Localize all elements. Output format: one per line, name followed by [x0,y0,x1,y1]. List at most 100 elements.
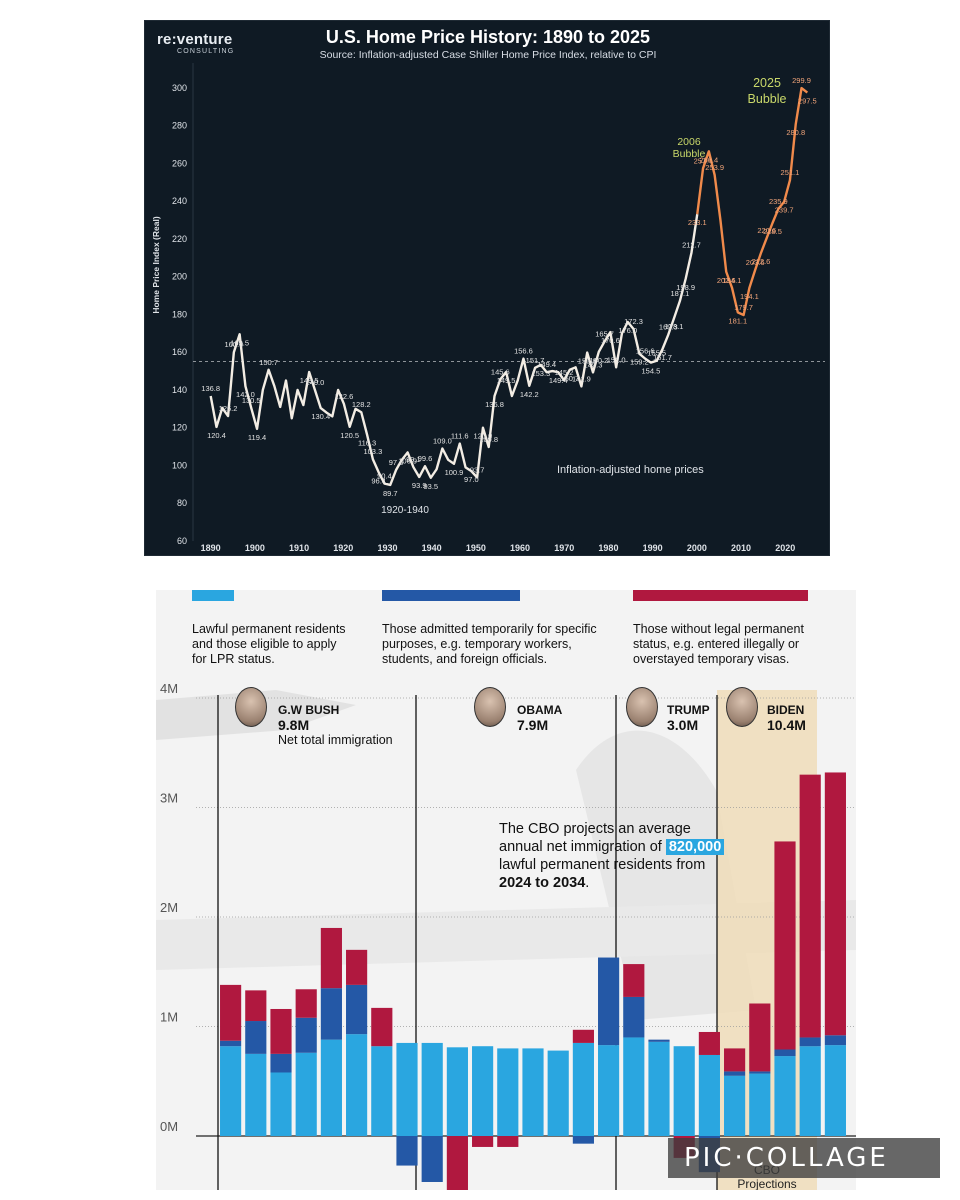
y-tick-label: 220 [172,234,187,244]
data-label: 198.9 [676,283,695,292]
bar-segment-lpr [421,1042,443,1136]
bar-segment-lpr [472,1046,494,1136]
data-label: 160.0 [224,340,243,349]
lpr-legend-bar [192,590,234,601]
data-label: 109.8 [479,435,498,444]
y-tick-label: 300 [172,83,187,93]
data-label: 172.3 [624,317,643,326]
x-tick-label: 1980 [598,543,618,553]
bar-segment-other-foreign-national [698,1031,720,1055]
bar-segment-nonimmigrant [346,984,368,1035]
data-label: 119.4 [248,433,266,442]
bar-segment-other-foreign-national [572,1029,594,1043]
bar-segment-lpr [270,1072,292,1136]
trump-portrait [626,687,658,727]
bar-segment-nonimmigrant [623,996,645,1038]
bar-segment-lpr [598,1045,620,1136]
data-label: 96.4 [371,476,386,485]
data-label: 170.6 [601,336,620,345]
y-tick-label: 0M [160,1119,178,1134]
data-label: 169.3 [659,323,678,332]
y-tick-label: 2M [160,900,178,915]
bush-portrait [235,687,267,727]
data-label: 239.7 [775,206,794,215]
data-label: 99.1 [406,455,421,464]
obama-portrait [474,687,506,727]
data-label: 140.0 [306,378,325,387]
bar-segment-other-foreign-national [245,990,267,1022]
bar-segment-lpr [547,1050,569,1136]
data-label: 120.5 [340,431,359,440]
bar-segment-nonimmigrant [749,1071,771,1074]
data-label: 153.3 [531,369,550,378]
bar-segment-nonimmigrant [295,1017,317,1053]
bar-segment-lpr [497,1048,519,1136]
data-label: 266.4 [699,155,718,164]
data-label: 257.4 [694,156,713,165]
data-label: 203.6 [746,258,765,267]
data-label: 93.9 [412,481,427,490]
x-tick-label: 1890 [201,543,221,553]
bar-segment-other-foreign-national [320,927,342,989]
y-tick-label: 280 [172,121,187,131]
x-tick-label: 1970 [554,543,574,553]
data-label: 253.9 [705,163,724,172]
bar-segment-other-foreign-national [346,949,368,985]
bar-segment-other-foreign-national [446,1136,468,1190]
bar-segment-lpr [320,1039,342,1136]
data-label: 141.9 [572,374,591,383]
bar-segment-nonimmigrant [320,988,342,1040]
bar-segment-nonimmigrant [598,957,620,1046]
bar-segment-other-foreign-national [724,1048,746,1072]
bar-segment-nonimmigrant [824,1035,846,1046]
home-price-plot: 60 80 100 120 140 160 180 200 220 240 260 280 300 189… [151,63,825,553]
bar-segment-other-foreign-national [799,774,821,1038]
y-tick-label: 60 [177,536,187,546]
bar-segment-other-foreign-national [497,1136,519,1147]
x-tick-label: 1940 [422,543,442,553]
bar-segment-lpr [295,1052,317,1136]
bar-segment-other-foreign-national [220,984,242,1041]
data-label: 90.4 [377,472,392,481]
bar-segment-nonimmigrant [648,1039,670,1042]
data-label: 97.6 [389,458,404,467]
bubble-2006-text: Bubble [673,148,706,160]
bar-segment-nonimmigrant [421,1136,443,1182]
price-line-recent [696,86,809,317]
data-label: 149.4 [549,376,568,385]
data-label: 100.9 [445,468,464,477]
data-label: 181.1 [728,316,747,325]
data-label: 194.1 [740,292,759,301]
bar-segment-lpr [220,1046,242,1136]
data-label: 228.5 [763,227,782,236]
data-label: 142.2 [520,390,539,399]
y-tick-label: 200 [172,272,187,282]
bar-segment-other-foreign-national [749,1003,771,1072]
data-label: 97.0 [464,475,479,484]
bar-segment-lpr [396,1042,418,1136]
logo-sub-text: CONSULTING [177,48,235,55]
bar-segment-lpr [346,1034,368,1136]
x-tick-label: 1960 [510,543,530,553]
data-label: 145.2 [555,368,574,377]
x-tick-label: 2000 [687,543,707,553]
data-label: 128.2 [352,400,371,409]
data-label: 93.7 [470,465,485,474]
x-tick-label: 1950 [466,543,486,553]
data-label: 156.6 [636,347,655,356]
data-label: 149.3 [584,360,603,369]
bar-segment-nonimmigrant [774,1049,796,1057]
data-label: 154.5 [642,367,661,376]
bar-segment-nonimmigrant [220,1040,242,1047]
y-tick-label: 3M [160,791,178,806]
data-label: 149.5 [497,376,516,385]
bar-segment-other-foreign-national [774,841,796,1050]
data-label: 159.8 [578,357,597,366]
bar-segment-lpr [673,1046,695,1136]
chart-subtitle: Source: Inflation-adjusted Case Shiller … [319,49,657,61]
data-label: 152.0 [607,355,626,364]
data-label: 220.6 [757,226,776,235]
data-label: 130.5 [242,396,261,405]
bubble-2025-year: 2025 [753,76,781,90]
data-label: 136.8 [485,400,504,409]
